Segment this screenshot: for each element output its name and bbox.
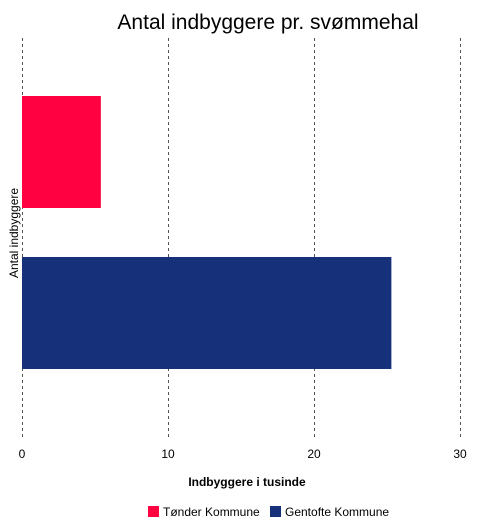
legend-label-0: Tønder Kommune — [163, 505, 260, 519]
chart-title: Antal indbyggere pr. svømmehal — [117, 11, 418, 34]
bars — [22, 96, 392, 369]
legend: Tønder Kommune Gentofte Kommune — [148, 505, 389, 519]
x-tick-label-0: 0 — [19, 447, 26, 461]
x-tick-label-10: 10 — [161, 447, 175, 461]
legend-swatch-0 — [148, 506, 159, 517]
x-tick-label-30: 30 — [453, 447, 467, 461]
legend-swatch-1 — [270, 506, 281, 517]
y-axis-label: Antal indbyggere — [7, 188, 21, 278]
x-tick-labels: 0 10 20 30 — [19, 447, 467, 461]
x-tick-label-20: 20 — [307, 447, 321, 461]
legend-label-1: Gentofte Kommune — [285, 505, 389, 519]
x-axis-label: Indbyggere i tusinde — [188, 475, 306, 489]
bar-tønder-kommune — [22, 96, 101, 208]
bar-gentofte-kommune — [22, 257, 392, 369]
